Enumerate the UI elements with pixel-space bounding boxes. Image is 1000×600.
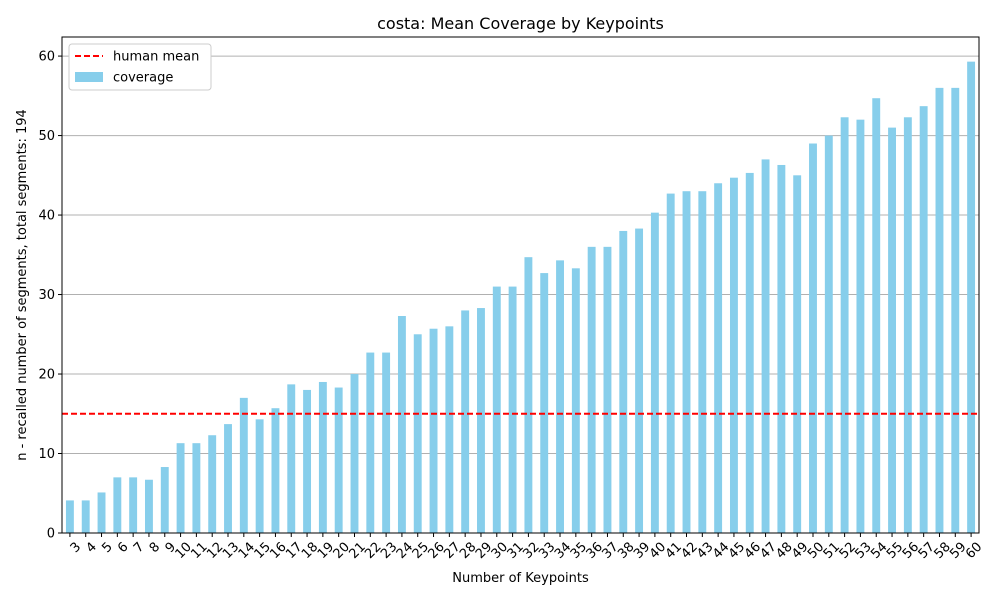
legend: human mean coverage bbox=[68, 43, 212, 91]
bar-15 bbox=[255, 419, 264, 533]
bar-47 bbox=[761, 159, 770, 533]
bar-38 bbox=[619, 230, 628, 533]
bar-43 bbox=[698, 191, 707, 533]
x-tick-label: 4 bbox=[84, 540, 100, 556]
bar-4 bbox=[81, 500, 90, 533]
x-tick-label: 6 bbox=[115, 540, 131, 556]
bar-11 bbox=[192, 443, 201, 533]
bar-7 bbox=[129, 477, 138, 533]
bar-50 bbox=[809, 143, 817, 533]
bar-57 bbox=[919, 106, 928, 534]
bar-28 bbox=[461, 310, 470, 533]
x-tick-label: 7 bbox=[131, 540, 147, 556]
bar-14 bbox=[239, 397, 248, 533]
x-tick-label: 8 bbox=[147, 540, 163, 556]
bar-23 bbox=[382, 352, 391, 533]
bar-45 bbox=[729, 177, 738, 533]
bar-40 bbox=[650, 212, 659, 533]
bar-53 bbox=[856, 119, 865, 534]
y-axis: 0 10 20 30 40 50 60 bbox=[38, 50, 62, 542]
bars bbox=[65, 61, 976, 534]
bar-24 bbox=[397, 316, 406, 533]
x-axis-label: Number of Keypoints bbox=[452, 571, 589, 586]
y-tick-label: 60 bbox=[38, 50, 55, 65]
y-tick-label: 10 bbox=[38, 447, 55, 462]
plot-frame bbox=[61, 36, 980, 534]
x-axis: 3 4 5 6 7 8 9101112131415161718192021222324252… bbox=[68, 533, 985, 562]
bar-54 bbox=[872, 98, 881, 533]
bar-19 bbox=[318, 381, 327, 533]
bar-13 bbox=[224, 424, 232, 533]
legend-label-coverage: coverage bbox=[113, 71, 173, 86]
bar-26 bbox=[429, 328, 438, 533]
bar-49 bbox=[793, 175, 802, 534]
legend-box bbox=[68, 43, 212, 91]
bar-46 bbox=[745, 172, 754, 533]
bar-39 bbox=[635, 228, 644, 534]
x-tick-label: 3 bbox=[68, 540, 84, 556]
x-tick-label: 60 bbox=[963, 540, 985, 562]
bar-34 bbox=[556, 260, 564, 533]
bar-27 bbox=[445, 326, 454, 533]
bar-32 bbox=[524, 257, 533, 533]
bar-48 bbox=[777, 164, 786, 533]
bar-30 bbox=[492, 286, 501, 533]
bar-6 bbox=[113, 477, 122, 533]
bar-59 bbox=[951, 87, 960, 533]
bar-35 bbox=[571, 268, 580, 533]
bar-10 bbox=[176, 443, 185, 533]
legend-swatch-coverage bbox=[75, 72, 103, 82]
bar-29 bbox=[477, 308, 485, 533]
bar-5 bbox=[97, 492, 106, 533]
y-tick-label: 30 bbox=[38, 288, 55, 303]
chart-title: costa: Mean Coverage by Keypoints bbox=[377, 14, 664, 33]
bar-60 bbox=[967, 61, 976, 534]
bar-36 bbox=[587, 246, 596, 533]
bar-8 bbox=[145, 479, 153, 533]
bar-33 bbox=[540, 273, 549, 533]
y-tick-label: 20 bbox=[38, 368, 55, 383]
bar-37 bbox=[603, 246, 612, 533]
bar-16 bbox=[271, 408, 280, 533]
bar-25 bbox=[413, 334, 422, 533]
bar-31 bbox=[508, 286, 517, 533]
legend-label-reference-line: human mean bbox=[113, 50, 199, 65]
bar-51 bbox=[824, 135, 833, 534]
bar-20 bbox=[334, 387, 343, 533]
bar-56 bbox=[903, 117, 912, 534]
bar-44 bbox=[714, 183, 723, 533]
bar-12 bbox=[208, 435, 217, 533]
bar-55 bbox=[888, 127, 896, 533]
y-tick-label: 50 bbox=[38, 129, 55, 144]
bar-3 bbox=[65, 500, 74, 533]
bar-22 bbox=[366, 352, 375, 533]
bar-52 bbox=[840, 117, 849, 534]
bar-42 bbox=[682, 191, 691, 533]
y-tick-label: 40 bbox=[38, 209, 55, 224]
bar-17 bbox=[287, 384, 296, 533]
bar-41 bbox=[666, 193, 675, 534]
bar-58 bbox=[935, 87, 944, 533]
x-tick-label: 5 bbox=[99, 540, 115, 556]
y-tick-label: 0 bbox=[47, 527, 55, 542]
bar-18 bbox=[303, 389, 312, 533]
bar-21 bbox=[350, 374, 359, 533]
bar-9 bbox=[160, 467, 169, 533]
y-axis-label: n - recalled number of segments, total s… bbox=[15, 109, 30, 461]
